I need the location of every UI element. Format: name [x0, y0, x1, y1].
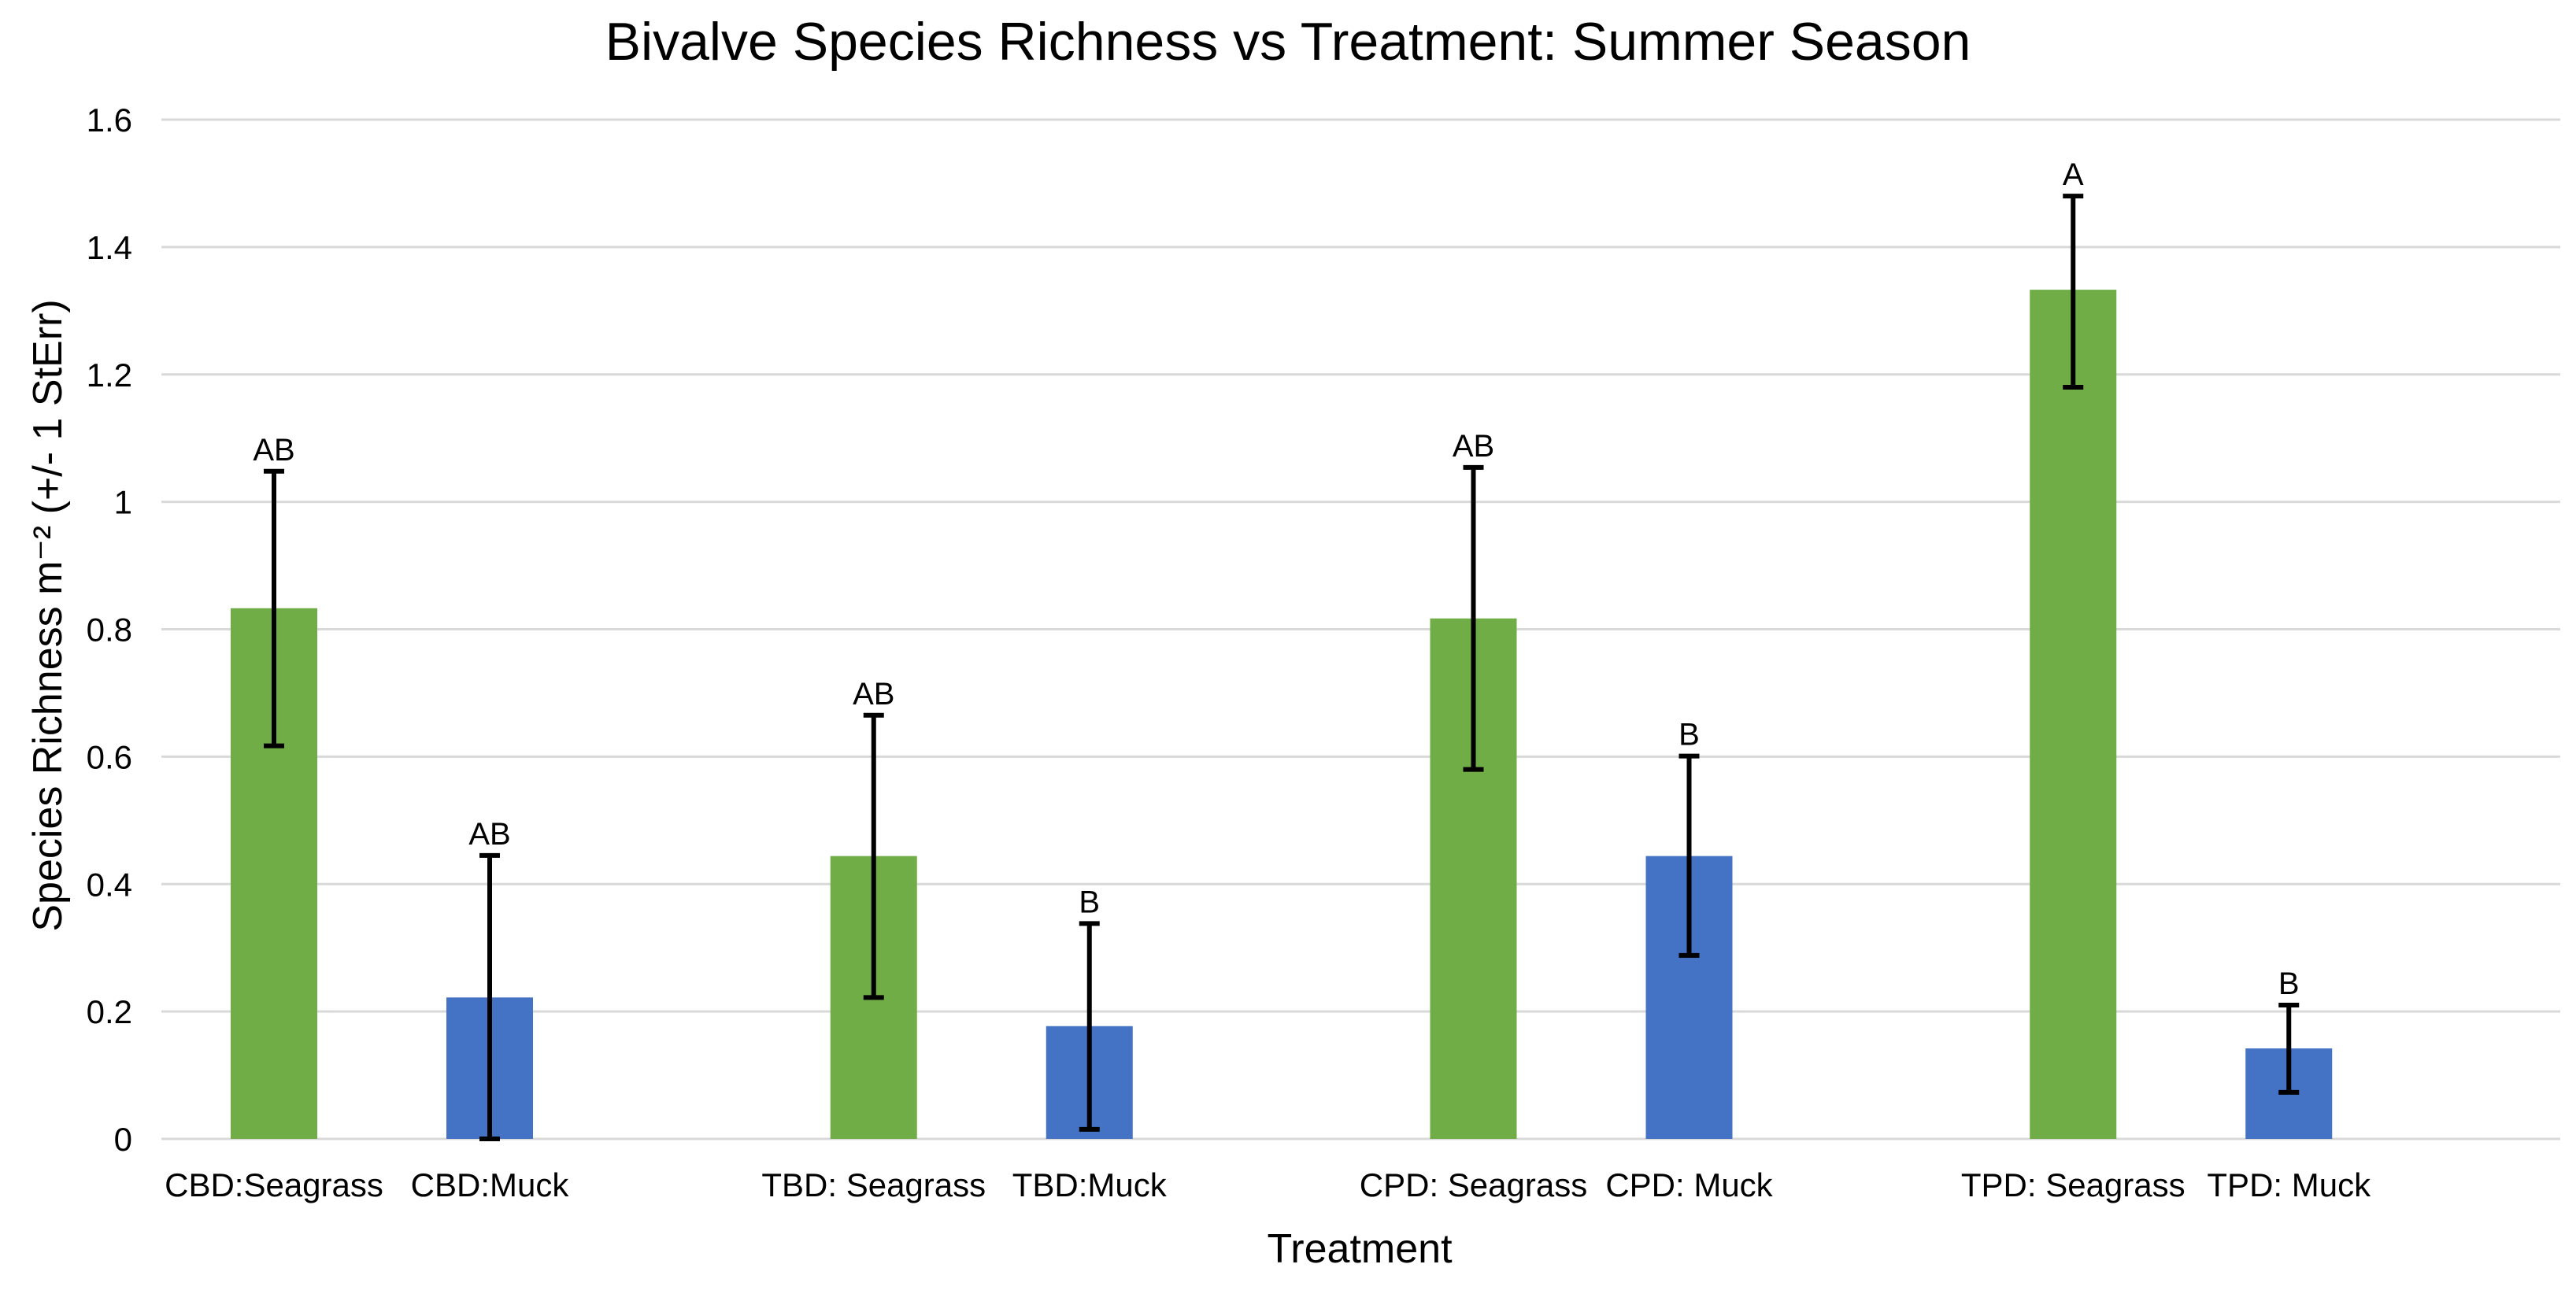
significance-letter: AB — [468, 817, 510, 852]
significance-letter: AB — [853, 677, 894, 712]
x-tick-label: TBD: Seagrass — [761, 1166, 986, 1203]
error-bars — [264, 194, 2300, 1141]
y-tick-label: 0.2 — [87, 993, 132, 1030]
y-tick-label: 1.6 — [87, 102, 132, 139]
y-tick-label: 0 — [114, 1121, 132, 1158]
significance-letter: AB — [253, 433, 294, 468]
y-tick-label: 1 — [114, 484, 132, 521]
y-tick-label: 0.4 — [87, 866, 132, 903]
y-axis-ticks: 0 0.2 0.4 0.6 0.8 1 1.2 1.4 1.6 — [87, 102, 132, 1158]
x-axis-title: Treatment — [1267, 1226, 1453, 1272]
x-tick-label: TBD:Muck — [1012, 1166, 1168, 1203]
significance-letter: B — [2278, 967, 2300, 1001]
gridlines — [161, 118, 2560, 1140]
x-tick-label: TPD: Muck — [2207, 1166, 2371, 1203]
x-tick-label: CBD:Seagrass — [165, 1166, 383, 1203]
significance-letter: AB — [1453, 429, 1494, 464]
significance-letter: B — [1079, 885, 1100, 919]
x-tick-label: CBD:Muck — [411, 1166, 570, 1203]
y-tick-label: 1.4 — [87, 229, 132, 266]
x-tick-label: CPD: Seagrass — [1360, 1166, 1587, 1203]
chart-title: Bivalve Species Richness vs Treatment: S… — [605, 12, 1971, 72]
y-tick-label: 0.6 — [87, 738, 132, 775]
seagrass-bar — [2030, 290, 2117, 1139]
significance-letter: B — [1678, 718, 1700, 752]
significance-letter: A — [2063, 157, 2084, 192]
x-tick-label: CPD: Muck — [1605, 1166, 1773, 1203]
y-tick-label: 0.8 — [87, 612, 132, 649]
y-tick-label: 1.2 — [87, 357, 132, 394]
x-tick-label: TPD: Seagrass — [1961, 1166, 2186, 1203]
x-axis-ticks: CBD:Seagrass CBD:Muck TBD: Seagrass TBD:Muc… — [165, 1166, 2371, 1203]
y-axis-title: Species Richness m⁻² (+/- 1 StErr) — [25, 299, 71, 931]
